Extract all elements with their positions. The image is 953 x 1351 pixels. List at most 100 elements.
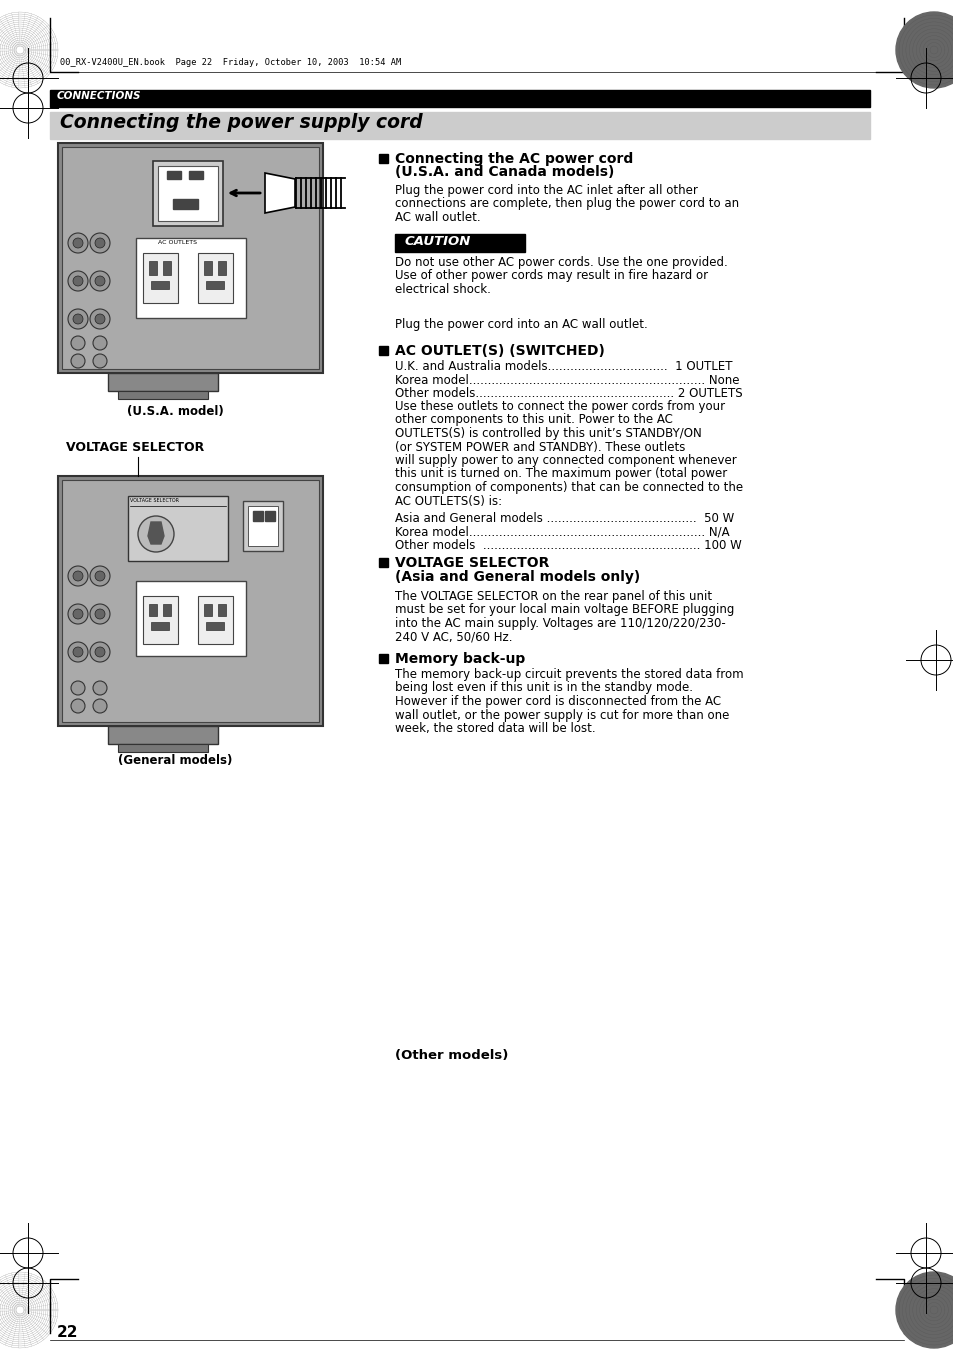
Bar <box>118 744 208 753</box>
Bar <box>158 166 218 222</box>
Circle shape <box>95 313 105 324</box>
Text: VOLTAGE SELECTOR: VOLTAGE SELECTOR <box>66 440 204 454</box>
Bar <box>149 261 157 276</box>
Text: Korea model............................................................... N/A: Korea model.............................… <box>395 526 729 539</box>
Text: 240 V AC, 50/60 Hz.: 240 V AC, 50/60 Hz. <box>395 631 512 643</box>
Text: Connecting the AC power cord: Connecting the AC power cord <box>395 153 633 166</box>
Bar <box>163 604 171 616</box>
Text: AC wall outlet.: AC wall outlet. <box>395 211 480 224</box>
Text: Do not use other AC power cords. Use the one provided.: Do not use other AC power cords. Use the… <box>395 255 727 269</box>
Bar <box>108 725 218 744</box>
Bar <box>167 172 181 178</box>
Circle shape <box>73 238 83 249</box>
Text: However if the power cord is disconnected from the AC: However if the power cord is disconnecte… <box>395 694 720 708</box>
Circle shape <box>90 566 110 586</box>
Text: into the AC main supply. Voltages are 110/120/220/230-: into the AC main supply. Voltages are 11… <box>395 617 725 630</box>
Text: Plug the power cord into the AC inlet after all other: Plug the power cord into the AC inlet af… <box>395 184 698 197</box>
Text: AC OUTLET(S) (SWITCHED): AC OUTLET(S) (SWITCHED) <box>395 345 604 358</box>
Circle shape <box>90 272 110 290</box>
Text: The memory back-up circuit prevents the stored data from: The memory back-up circuit prevents the … <box>395 667 742 681</box>
Bar <box>58 476 323 725</box>
Bar <box>206 281 224 289</box>
Text: AC OUTLETS(S) is:: AC OUTLETS(S) is: <box>395 494 501 508</box>
Text: (U.S.A. model): (U.S.A. model) <box>127 405 223 417</box>
Text: (or SYSTEM POWER and STANDBY). These outlets: (or SYSTEM POWER and STANDBY). These out… <box>395 440 684 454</box>
Circle shape <box>71 681 85 694</box>
Polygon shape <box>265 173 294 213</box>
Circle shape <box>92 681 107 694</box>
Bar <box>378 154 388 163</box>
Bar <box>143 596 178 644</box>
Bar <box>151 621 169 630</box>
Text: Connecting the power supply cord: Connecting the power supply cord <box>60 113 422 132</box>
Bar <box>136 581 246 657</box>
Bar <box>198 596 233 644</box>
Text: will supply power to any connected component whenever: will supply power to any connected compo… <box>395 454 736 467</box>
Circle shape <box>138 516 173 553</box>
Text: CAUTION: CAUTION <box>405 235 471 249</box>
Bar <box>143 253 178 303</box>
Text: AC OUTLETS: AC OUTLETS <box>158 240 196 245</box>
Bar <box>378 558 388 567</box>
Bar <box>378 654 388 663</box>
Text: Use these outlets to connect the power cords from your: Use these outlets to connect the power c… <box>395 400 724 413</box>
Bar <box>243 501 283 551</box>
Text: OUTLETS(S) is controlled by this unit’s STANDBY/ON: OUTLETS(S) is controlled by this unit’s … <box>395 427 701 440</box>
Circle shape <box>73 609 83 619</box>
Bar <box>149 604 157 616</box>
Bar <box>50 112 869 139</box>
Text: (U.S.A. and Canada models): (U.S.A. and Canada models) <box>395 166 614 180</box>
Bar <box>151 281 169 289</box>
Circle shape <box>71 354 85 367</box>
Text: Other models  .......................................................... 100 W: Other models ...........................… <box>395 539 741 553</box>
Circle shape <box>68 272 88 290</box>
Bar <box>128 496 228 561</box>
Circle shape <box>90 309 110 330</box>
Text: (Asia and General models only): (Asia and General models only) <box>395 570 639 584</box>
Bar <box>378 346 388 355</box>
Circle shape <box>92 354 107 367</box>
Circle shape <box>95 276 105 286</box>
Text: 22: 22 <box>57 1325 78 1340</box>
Bar <box>118 390 208 399</box>
Text: electrical shock.: electrical shock. <box>395 282 491 296</box>
Bar <box>136 238 246 317</box>
Text: Use of other power cords may result in fire hazard or: Use of other power cords may result in f… <box>395 269 707 282</box>
Bar <box>62 480 318 721</box>
Text: CONNECTIONS: CONNECTIONS <box>57 91 141 101</box>
Circle shape <box>90 604 110 624</box>
Bar <box>395 234 524 253</box>
Bar <box>62 147 318 369</box>
Bar <box>152 161 223 226</box>
Text: The VOLTAGE SELECTOR on the rear panel of this unit: The VOLTAGE SELECTOR on the rear panel o… <box>395 590 711 603</box>
Text: Other models..................................................... 2 OUTLETS: Other models............................… <box>395 386 741 400</box>
Text: U.K. and Australia models................................  1 OUTLET: U.K. and Australia models...............… <box>395 359 732 373</box>
Text: Plug the power cord into an AC wall outlet.: Plug the power cord into an AC wall outl… <box>395 317 647 331</box>
Text: (Other models): (Other models) <box>395 1048 508 1062</box>
Polygon shape <box>148 521 164 544</box>
Circle shape <box>68 642 88 662</box>
Circle shape <box>895 12 953 88</box>
Bar <box>248 507 277 546</box>
Text: VOLTAGE SELECTOR: VOLTAGE SELECTOR <box>130 499 179 503</box>
Circle shape <box>92 336 107 350</box>
Bar <box>218 604 226 616</box>
Bar <box>172 199 198 209</box>
Circle shape <box>68 309 88 330</box>
Bar <box>198 253 233 303</box>
Text: week, the stored data will be lost.: week, the stored data will be lost. <box>395 721 595 735</box>
Circle shape <box>95 647 105 657</box>
Bar <box>204 604 212 616</box>
Bar <box>163 261 171 276</box>
Text: wall outlet, or the power supply is cut for more than one: wall outlet, or the power supply is cut … <box>395 708 729 721</box>
Text: VOLTAGE SELECTOR: VOLTAGE SELECTOR <box>395 557 549 570</box>
Circle shape <box>95 609 105 619</box>
Text: consumption of components) that can be connected to the: consumption of components) that can be c… <box>395 481 742 494</box>
Circle shape <box>92 698 107 713</box>
Circle shape <box>68 232 88 253</box>
Text: Korea model............................................................... None: Korea model.............................… <box>395 373 739 386</box>
Circle shape <box>895 1273 953 1348</box>
Circle shape <box>73 276 83 286</box>
Text: being lost even if this unit is in the standby mode.: being lost even if this unit is in the s… <box>395 681 692 694</box>
Circle shape <box>68 604 88 624</box>
